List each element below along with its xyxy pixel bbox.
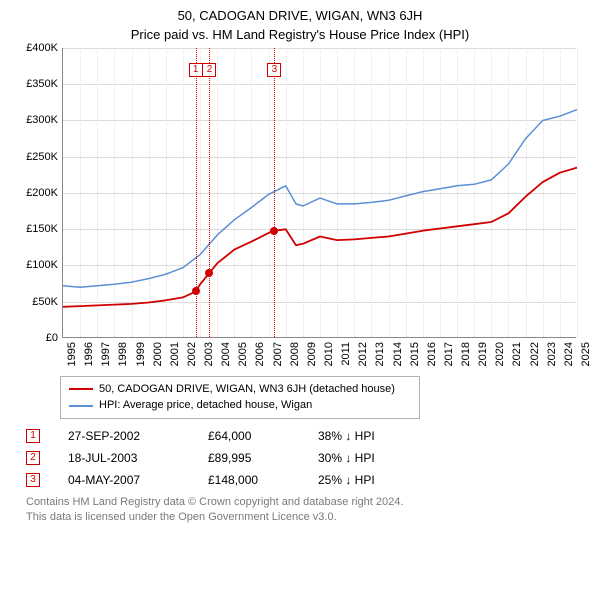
- event-marker-dot: [192, 287, 200, 295]
- footer-line-1: Contains HM Land Registry data © Crown c…: [26, 495, 590, 510]
- x-tick-label: 2002: [186, 342, 198, 366]
- annotation-pct: 30% ↓ HPI: [318, 451, 418, 465]
- x-tick-label: 1998: [117, 342, 129, 366]
- x-tick-label: 2025: [580, 342, 592, 366]
- x-tick-label: 2005: [237, 342, 249, 366]
- x-tick-label: 2011: [340, 342, 352, 366]
- plot-region: 12 3: [62, 48, 576, 338]
- annotation-number: 3: [26, 473, 40, 487]
- annotation-row: 3 04-MAY-2007£148,00025% ↓ HPI: [26, 473, 590, 487]
- x-tick-label: 2007: [272, 342, 284, 366]
- annotation-price: £64,000: [208, 429, 318, 443]
- x-tick-label: 2003: [203, 342, 215, 366]
- annotation-table: 1 27-SEP-2002£64,00038% ↓ HPI 2 18-JUL-2003…: [26, 429, 590, 487]
- legend-item: 50, CADOGAN DRIVE, WIGAN, WN3 6JH (detac…: [69, 381, 411, 398]
- series-red: [63, 167, 577, 306]
- x-tick-label: 2001: [169, 342, 181, 366]
- y-tick-label: £350K: [16, 78, 58, 90]
- event-marker-box: 1: [189, 63, 203, 77]
- y-tick-label: £200K: [16, 187, 58, 199]
- x-tick-label: 2017: [443, 342, 455, 366]
- y-tick-label: £50K: [16, 296, 58, 308]
- annotation-price: £89,995: [208, 451, 318, 465]
- x-tick-label: 2022: [529, 342, 541, 366]
- x-tick-label: 2004: [220, 342, 232, 366]
- x-tick-label: 2014: [392, 342, 404, 366]
- x-tick-label: 2010: [323, 342, 335, 366]
- x-tick-label: 1995: [66, 342, 78, 366]
- legend-swatch: [69, 388, 93, 390]
- x-tick-label: 2006: [254, 342, 266, 366]
- annotation-number: 1: [26, 429, 40, 443]
- chart-title: 50, CADOGAN DRIVE, WIGAN, WN3 6JH: [10, 8, 590, 25]
- x-tick-label: 2020: [494, 342, 506, 366]
- annotation-price: £148,000: [208, 473, 318, 487]
- annotation-row: 2 18-JUL-2003£89,99530% ↓ HPI: [26, 451, 590, 465]
- event-marker-box: 3: [267, 63, 281, 77]
- footer-line-2: This data is licensed under the Open Gov…: [26, 510, 590, 525]
- event-marker-dot: [270, 227, 278, 235]
- annotation-row: 1 27-SEP-2002£64,00038% ↓ HPI: [26, 429, 590, 443]
- annotation-pct: 25% ↓ HPI: [318, 473, 418, 487]
- y-tick-label: £0: [16, 332, 58, 344]
- event-marker-line: [274, 48, 275, 337]
- x-tick-label: 2016: [426, 342, 438, 366]
- legend: 50, CADOGAN DRIVE, WIGAN, WN3 6JH (detac…: [60, 376, 420, 419]
- legend-item: HPI: Average price, detached house, Wiga…: [69, 397, 411, 414]
- x-tick-label: 2008: [289, 342, 301, 366]
- annotation-date: 04-MAY-2007: [68, 473, 208, 487]
- x-tick-label: 2012: [357, 342, 369, 366]
- event-marker-dot: [205, 269, 213, 277]
- chart-area: 123 £0£50K£100K£150K£200K£250K£300K£350K…: [20, 48, 576, 368]
- legend-swatch: [69, 405, 93, 407]
- series-blue: [63, 109, 577, 287]
- annotation-pct: 38% ↓ HPI: [318, 429, 418, 443]
- x-tick-label: 1999: [135, 342, 147, 366]
- y-tick-label: £250K: [16, 151, 58, 163]
- annotation-date: 18-JUL-2003: [68, 451, 208, 465]
- x-tick-label: 2023: [546, 342, 558, 366]
- x-tick-label: 2000: [152, 342, 164, 366]
- event-marker-box: 2: [202, 63, 216, 77]
- y-tick-label: £300K: [16, 114, 58, 126]
- legend-label: HPI: Average price, detached house, Wiga…: [99, 397, 312, 414]
- x-tick-label: 2024: [563, 342, 575, 366]
- y-tick-label: £150K: [16, 223, 58, 235]
- annotation-number: 2: [26, 451, 40, 465]
- chart-container: 50, CADOGAN DRIVE, WIGAN, WN3 6JH Price …: [0, 0, 600, 590]
- event-marker-line: [209, 48, 210, 337]
- x-tick-label: 2018: [460, 342, 472, 366]
- y-tick-label: £100K: [16, 259, 58, 271]
- x-tick-label: 1997: [100, 342, 112, 366]
- x-tick-label: 1996: [83, 342, 95, 366]
- x-tick-label: 2019: [477, 342, 489, 366]
- y-tick-label: £400K: [16, 42, 58, 54]
- footer-attribution: Contains HM Land Registry data © Crown c…: [26, 495, 590, 525]
- x-tick-label: 2013: [374, 342, 386, 366]
- legend-label: 50, CADOGAN DRIVE, WIGAN, WN3 6JH (detac…: [99, 381, 395, 398]
- x-tick-label: 2009: [306, 342, 318, 366]
- x-tick-label: 2021: [511, 342, 523, 366]
- chart-subtitle: Price paid vs. HM Land Registry's House …: [10, 27, 590, 42]
- x-tick-label: 2015: [409, 342, 421, 366]
- annotation-date: 27-SEP-2002: [68, 429, 208, 443]
- line-series-svg: [63, 48, 576, 337]
